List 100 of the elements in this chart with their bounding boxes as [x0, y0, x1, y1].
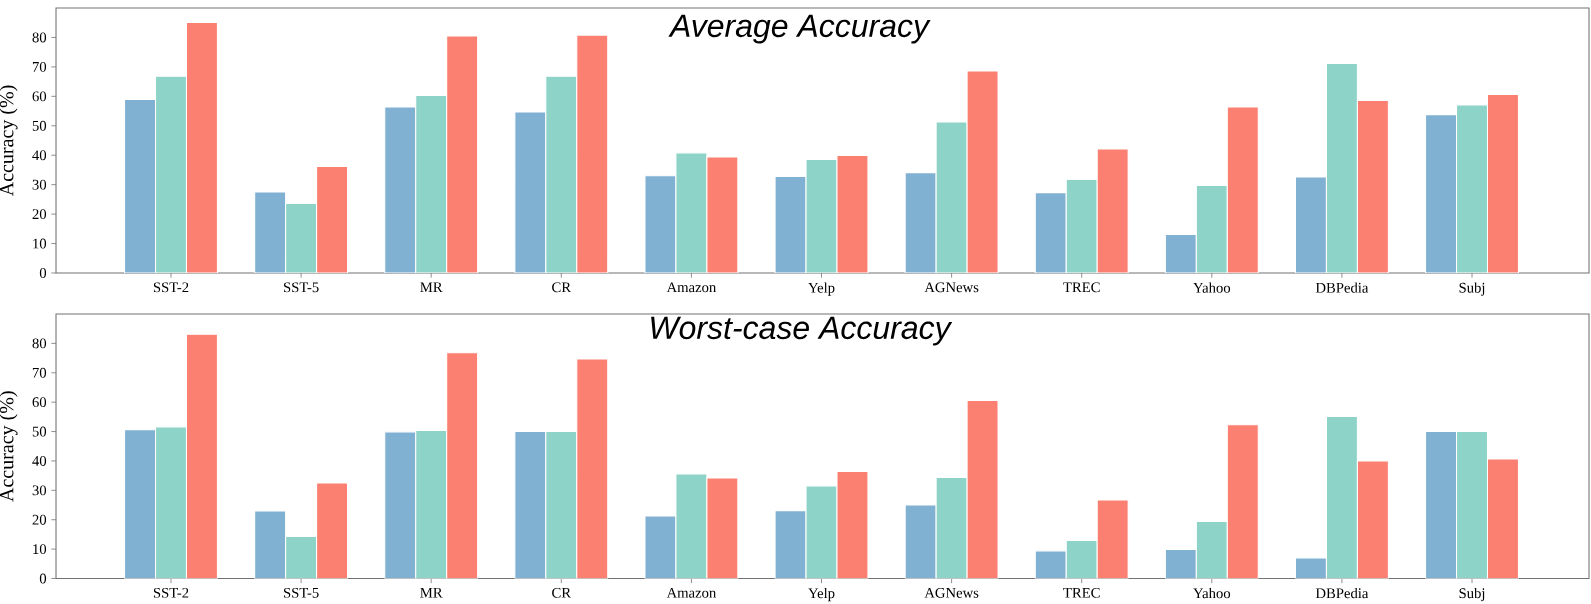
- x-tick-label: Yahoo: [1193, 587, 1231, 599]
- bar: [1486, 458, 1519, 579]
- bar: [1325, 62, 1358, 273]
- bar: [1195, 520, 1228, 579]
- bar: [285, 202, 318, 273]
- x-tick-label: SST-2: [153, 587, 189, 598]
- x-tick-label: Yahoo: [1193, 282, 1231, 293]
- bar: [154, 75, 188, 273]
- y-axis-title: Accuracy (%): [0, 85, 18, 197]
- x-tick-label: Amazon: [666, 282, 717, 293]
- bar: [154, 426, 188, 579]
- bar: [935, 476, 968, 579]
- bar: [1226, 106, 1259, 273]
- bar: [254, 510, 287, 579]
- bar: [545, 75, 578, 273]
- y-axis-title: Accuracy (%): [0, 391, 18, 502]
- bar: [1034, 192, 1067, 273]
- x-tick-label: AGNews: [924, 587, 979, 598]
- bar: [514, 431, 547, 579]
- bar: [446, 35, 479, 273]
- bar: [806, 485, 837, 579]
- bar: [1425, 114, 1458, 273]
- bar: [316, 165, 349, 273]
- x-tick-label: SST-5: [284, 282, 319, 293]
- bar: [1164, 233, 1197, 273]
- y-tick-label: 50: [32, 426, 47, 437]
- y-tick-label: 60: [32, 91, 47, 102]
- y-tick-label: 30: [32, 485, 47, 496]
- y-tick-label: 0: [39, 573, 47, 584]
- x-tick-label: AGNews: [924, 282, 979, 293]
- y-tick-label: 40: [32, 456, 47, 466]
- y-tick-label: 40: [32, 150, 47, 161]
- bar: [384, 431, 417, 579]
- bar: [1294, 176, 1327, 273]
- y-tick-label: 30: [32, 179, 47, 190]
- bar: [675, 152, 708, 273]
- bar: [775, 510, 807, 579]
- bar: [706, 156, 739, 273]
- x-tick-label: CR: [552, 282, 572, 293]
- bar: [185, 333, 218, 579]
- x-tick-label: SST-2: [153, 282, 189, 293]
- bar: [415, 429, 448, 579]
- bar: [836, 471, 868, 579]
- bar: [1356, 99, 1389, 273]
- bar: [1455, 104, 1489, 273]
- bar: [285, 535, 318, 579]
- bar: [415, 94, 448, 273]
- x-tick-label: TREC: [1063, 587, 1100, 598]
- bar: [675, 473, 708, 579]
- bar: [966, 70, 999, 273]
- chart-title: Average Accuracy: [668, 14, 931, 44]
- bar: [904, 172, 937, 273]
- bar: [545, 431, 578, 579]
- bar: [576, 358, 609, 579]
- y-tick-label: 80: [32, 32, 47, 43]
- x-tick-label: DBPedia: [1315, 282, 1369, 293]
- chart-title: Worst-case Accuracy: [651, 316, 953, 346]
- bar: [316, 482, 349, 579]
- bar: [935, 121, 968, 273]
- bar: [836, 155, 868, 273]
- bar: [1455, 431, 1489, 579]
- bar: [185, 21, 218, 273]
- bar: [1096, 148, 1129, 273]
- x-tick-label: MR: [420, 282, 443, 292]
- bar: [1065, 178, 1098, 273]
- y-tick-label: 10: [33, 238, 47, 249]
- y-tick-label: 70: [32, 61, 47, 72]
- y-tick-label: 80: [32, 338, 47, 349]
- y-tick-label: 60: [32, 397, 47, 408]
- x-tick-label: SST-5: [284, 587, 319, 598]
- bar: [254, 191, 287, 273]
- bar: [1486, 94, 1519, 273]
- bar: [576, 34, 609, 273]
- bar: [1065, 540, 1098, 579]
- bar: [514, 111, 547, 273]
- bar: [1425, 431, 1458, 579]
- x-tick-label: DBPedia: [1315, 587, 1369, 599]
- bar: [644, 175, 677, 273]
- bar: [1096, 499, 1129, 579]
- bar: [775, 176, 807, 273]
- bar: [384, 106, 417, 273]
- bar: [644, 515, 677, 579]
- bar: [124, 99, 157, 273]
- bar: [1325, 416, 1358, 579]
- bar: [1164, 548, 1197, 579]
- y-tick-label: 70: [32, 367, 47, 378]
- bar: [904, 504, 937, 579]
- y-tick-label: 0: [39, 268, 47, 278]
- bar: [1356, 460, 1389, 579]
- x-tick-label: MR: [420, 587, 443, 598]
- x-tick-label: CR: [552, 587, 572, 598]
- x-tick-label: Subj: [1459, 282, 1485, 296]
- bar: [446, 352, 479, 579]
- bar: [1226, 424, 1259, 579]
- bar: [124, 429, 157, 579]
- y-tick-label: 20: [32, 209, 47, 220]
- bar: [1034, 550, 1067, 579]
- y-tick-label: 10: [33, 544, 47, 555]
- x-tick-label: Yelp: [808, 587, 835, 602]
- x-tick-label: TREC: [1063, 282, 1100, 293]
